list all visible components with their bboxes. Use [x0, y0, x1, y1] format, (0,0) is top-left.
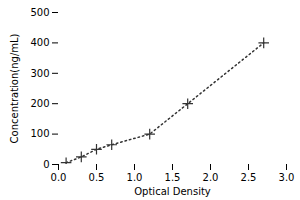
- svg-text:200: 200: [30, 98, 49, 109]
- svg-text:0.0: 0.0: [51, 172, 67, 183]
- svg-text:400: 400: [30, 37, 49, 48]
- svg-text:0: 0: [43, 159, 49, 170]
- svg-text:100: 100: [30, 128, 49, 139]
- svg-text:3.0: 3.0: [279, 172, 295, 183]
- svg-text:300: 300: [30, 68, 49, 79]
- svg-text:1.0: 1.0: [127, 172, 143, 183]
- svg-text:500: 500: [30, 7, 49, 18]
- svg-text:Concentration(ng/mL): Concentration(ng/mL): [9, 33, 20, 143]
- svg-text:2.0: 2.0: [203, 172, 219, 183]
- svg-text:Optical Density: Optical Density: [134, 186, 211, 197]
- svg-text:1.5: 1.5: [165, 172, 181, 183]
- svg-text:2.5: 2.5: [241, 172, 257, 183]
- svg-text:0.5: 0.5: [89, 172, 105, 183]
